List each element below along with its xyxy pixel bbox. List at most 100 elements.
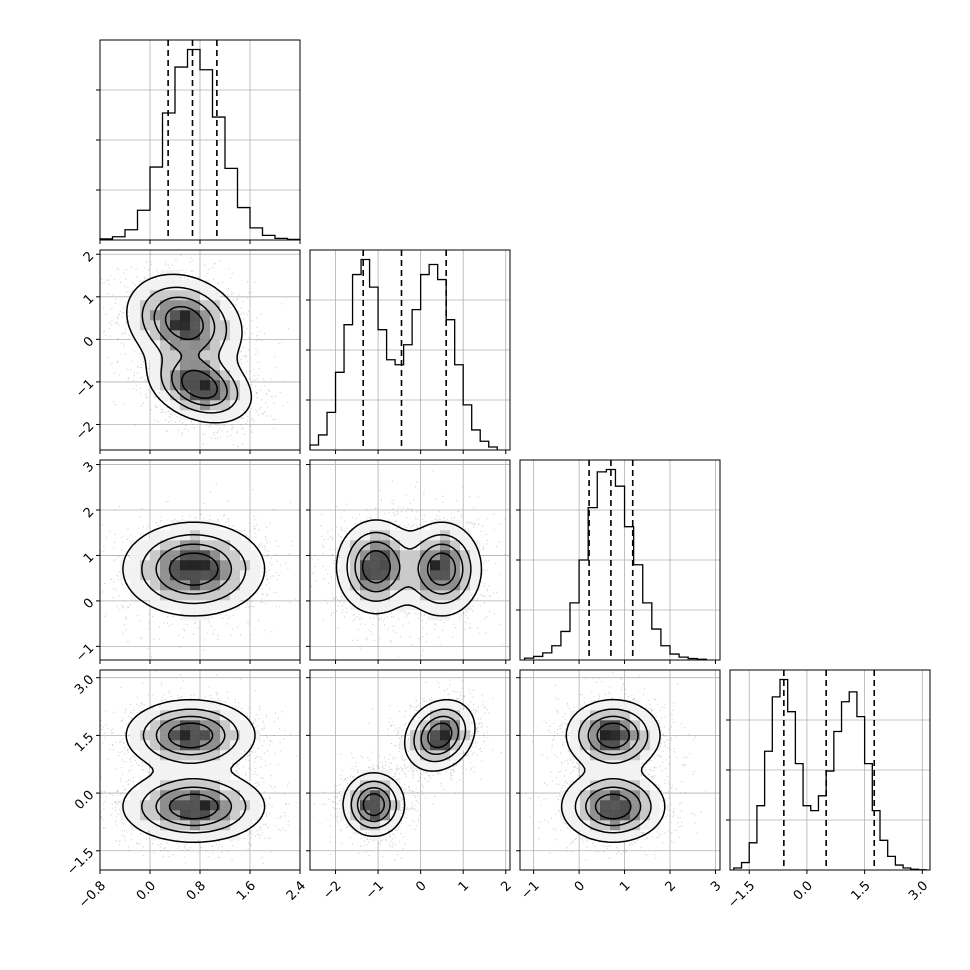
density-cell [360, 560, 371, 571]
density-cell [180, 810, 191, 821]
density-cell [610, 830, 621, 841]
density-cell [140, 350, 151, 361]
density-cell [370, 590, 381, 601]
x-tick-label-2-1: 0 [572, 878, 588, 894]
density-cell [210, 770, 221, 781]
density-cell [350, 570, 361, 581]
density-cell [160, 390, 171, 401]
density-cell [210, 360, 221, 371]
density-cell [210, 350, 221, 361]
density-cell [600, 750, 611, 761]
density-cell [410, 600, 421, 611]
density-cell [160, 700, 171, 711]
density-cell [130, 550, 141, 561]
density-cell [580, 820, 591, 831]
density-cell [230, 360, 241, 371]
density-cell [170, 780, 181, 791]
contour-level-0 [342, 698, 476, 838]
density-cell [140, 800, 151, 811]
density-cell [210, 810, 221, 821]
density-cell [130, 300, 141, 311]
density-cell [640, 780, 651, 791]
density-cell [210, 600, 221, 611]
panel-frame [519, 459, 721, 661]
density-cell [390, 540, 401, 551]
density-cell [160, 550, 171, 561]
panel-frame [309, 459, 511, 661]
density-cell [180, 560, 191, 571]
density-cell [140, 320, 151, 331]
density-cell [410, 530, 421, 541]
density-cell [460, 710, 471, 721]
density-cell [650, 800, 661, 811]
density-cell [450, 550, 461, 561]
density-cell [590, 770, 601, 781]
density-cell [170, 740, 181, 751]
density-cell [580, 780, 591, 791]
density-cell [430, 710, 441, 721]
density-cell [650, 810, 661, 821]
density-cell [230, 720, 241, 731]
density-cell [350, 530, 361, 541]
density-cell [160, 760, 171, 771]
density-cell [160, 530, 171, 541]
density-cell [180, 520, 191, 531]
contour-level-3 [168, 552, 219, 586]
density-cell [620, 740, 631, 751]
density-cell [170, 570, 181, 581]
density-cell [180, 390, 191, 401]
density-cell [200, 800, 211, 811]
density-cell [440, 750, 451, 761]
density-cell [150, 550, 161, 561]
density-cell [430, 590, 441, 601]
density-cell [210, 540, 221, 551]
density-cell [170, 830, 181, 841]
density-cell [350, 800, 361, 811]
density-cell [160, 290, 171, 301]
density-cell [130, 310, 141, 321]
density-cell [180, 310, 191, 321]
density-cell [420, 560, 431, 571]
density-cell [130, 330, 141, 341]
density-cell [150, 570, 161, 581]
density-cell [220, 750, 231, 761]
density-cell [460, 570, 471, 581]
x-tick-label-0-2: 0.8 [184, 878, 209, 903]
density-cell [630, 820, 641, 831]
density-cell [200, 320, 211, 331]
density-cell [340, 540, 351, 551]
density-cell [350, 810, 361, 821]
density-cell [170, 550, 181, 561]
density-cell [140, 590, 151, 601]
contour-level-3 [167, 722, 219, 820]
density-cell [580, 770, 591, 781]
density-cell [580, 710, 591, 721]
density-cell [220, 830, 231, 841]
panels: −0.8 0.0 0.8 1.6 2.4 −2 −1 0 1 2 −1 0 1 2 3 −1.5 0.0 1.5 3… [64, 39, 931, 911]
density-cell [160, 360, 171, 371]
density-cell [570, 780, 581, 791]
density-panel-0-2 [99, 459, 301, 661]
density-cell [220, 320, 231, 331]
density-cell [160, 720, 171, 731]
contour-level-1 [350, 708, 467, 829]
density-cell [600, 780, 611, 791]
density-cell [150, 600, 161, 611]
density-cell [250, 790, 261, 801]
density-cell [440, 760, 451, 771]
density-cell [460, 560, 471, 571]
density-cell [140, 750, 151, 761]
density-cell [370, 520, 381, 531]
density-cell [240, 590, 251, 601]
density-cell [220, 340, 231, 351]
density-cell [200, 750, 211, 761]
density-cell [230, 560, 241, 571]
density-cell [360, 780, 371, 791]
contour-level-3 [164, 305, 219, 400]
density-cell [230, 710, 241, 721]
density-cell [230, 730, 241, 741]
density-cell [170, 710, 181, 721]
density-cell [370, 780, 381, 791]
density-cell [180, 550, 191, 561]
contour-level-2 [356, 715, 460, 823]
